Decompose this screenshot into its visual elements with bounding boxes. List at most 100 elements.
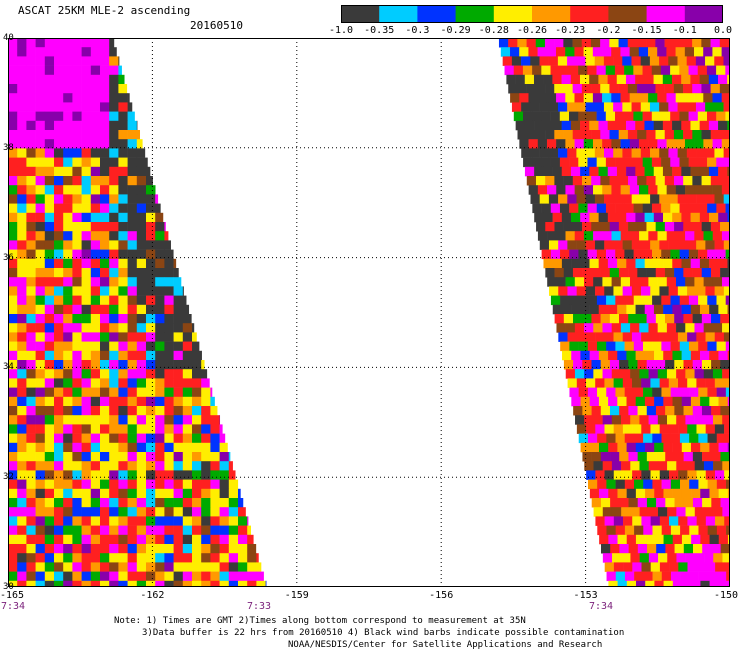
swath-cell-right: [635, 74, 645, 85]
swath-cell-right: [630, 553, 640, 563]
swath-cell-left: [54, 433, 64, 444]
swath-cell-right: [710, 84, 721, 94]
swath-cell-right: [649, 56, 660, 66]
swath-cell-left: [100, 38, 110, 48]
swath-cell-right: [617, 396, 627, 407]
swath-cell-left: [100, 93, 110, 103]
swath-cell-right: [620, 369, 631, 379]
swath-cell-right: [726, 479, 730, 490]
swath-cell-right: [606, 525, 616, 536]
swath-cell-left: [54, 111, 64, 122]
swath-cell-left: [164, 249, 174, 260]
swath-cell-left: [100, 341, 110, 352]
swath-cell-right: [521, 102, 531, 112]
swath-cell-left: [26, 102, 36, 112]
swath-cell-left: [109, 38, 115, 48]
swath-cell-right: [604, 240, 614, 250]
swath-cell-right: [611, 369, 622, 379]
swath-cell-left: [164, 286, 174, 296]
swath-cell-right: [605, 203, 616, 214]
swath-cell-right: [641, 516, 651, 526]
swath-cell-left: [35, 84, 46, 94]
swath-cell-left: [90, 38, 101, 48]
swath-cell-right: [666, 139, 677, 149]
swath-cell-left: [72, 507, 82, 517]
colorbar-segment: [417, 5, 457, 23]
swath-cell-left: [26, 277, 36, 287]
swath-cell-right: [670, 249, 680, 260]
longitude-label: -165: [0, 590, 25, 601]
swath-cell-right: [650, 286, 660, 296]
swath-cell-right: [683, 544, 694, 554]
swath-cell-right: [725, 249, 730, 260]
swath-cell-right: [699, 120, 710, 131]
swath-cell-right: [554, 84, 564, 94]
swath-cell-left: [35, 507, 46, 517]
swath-cell-right: [583, 231, 594, 241]
swath-cell-right: [720, 498, 730, 508]
swath-cell-right: [602, 507, 613, 517]
swath-cell-right: [707, 203, 717, 214]
swath-cell-right: [683, 130, 693, 140]
swath-cell-left: [72, 56, 82, 66]
swath-cell-left: [201, 571, 211, 582]
swath-cell-right: [696, 286, 706, 296]
swath-cell-right: [565, 369, 576, 379]
swath-cell-right: [583, 277, 594, 287]
swath-cell-left: [109, 396, 119, 407]
swath-cell-right: [718, 304, 728, 315]
swath-cell-left: [90, 562, 101, 572]
swath-cell-left: [173, 461, 184, 471]
swath-cell-left: [100, 323, 110, 333]
swath-cell-right: [528, 185, 539, 195]
swath-cell-left: [35, 93, 46, 103]
swath-cell-right: [663, 258, 673, 269]
swath-cell-right: [711, 406, 721, 416]
swath-cell-left: [127, 544, 138, 554]
swath-cell-left: [173, 396, 184, 407]
swath-cell-right: [554, 222, 564, 232]
swath-cell-left: [90, 286, 101, 296]
swath-cell-left: [63, 369, 73, 379]
swath-cell-right: [697, 203, 708, 214]
swath-cell-left: [26, 74, 36, 85]
swath-cell-left: [8, 562, 18, 572]
swath-cell-right: [699, 258, 710, 269]
swath-cell-right: [517, 84, 527, 94]
swath-cell-left: [26, 65, 36, 76]
swath-cell-left: [192, 341, 200, 352]
swath-cell-left: [127, 424, 138, 434]
swath-cell-right: [644, 350, 655, 361]
swath-cell-right: [659, 378, 670, 388]
swath-cell-right: [648, 277, 658, 287]
swath-cell-left: [127, 240, 138, 250]
swath-cell-left: [136, 286, 147, 296]
swath-cell-right: [581, 84, 592, 94]
swath-cell-left: [8, 176, 18, 186]
swath-cell-left: [44, 461, 55, 471]
swath-cell-left: [54, 387, 64, 398]
swath-cell-right: [701, 360, 712, 370]
swath-cell-right: [694, 277, 704, 287]
swath-cell-right: [581, 38, 592, 48]
swath-cell-right: [719, 176, 730, 186]
swath-cell-right: [690, 166, 701, 177]
swath-cell-left: [118, 562, 128, 572]
swath-cell-right: [727, 396, 730, 407]
swath-cell-left: [109, 470, 119, 480]
swath-cell-right: [574, 185, 585, 195]
swath-cell-right: [672, 488, 683, 499]
swath-cell-right: [589, 442, 600, 453]
swath-cell-right: [650, 378, 660, 388]
colorbar-segment: [570, 5, 609, 23]
swath-cell-right: [622, 286, 633, 296]
swath-cell-left: [192, 433, 202, 444]
swath-cell-left: [72, 442, 82, 453]
swath-cell-right: [556, 277, 566, 287]
swath-cell-left: [127, 396, 138, 407]
swath-cell-right: [596, 249, 607, 260]
swath-cell-left: [118, 571, 128, 582]
swath-cell-left: [182, 415, 193, 425]
swath-cell-left: [146, 544, 156, 554]
swath-cell-left: [35, 157, 46, 168]
